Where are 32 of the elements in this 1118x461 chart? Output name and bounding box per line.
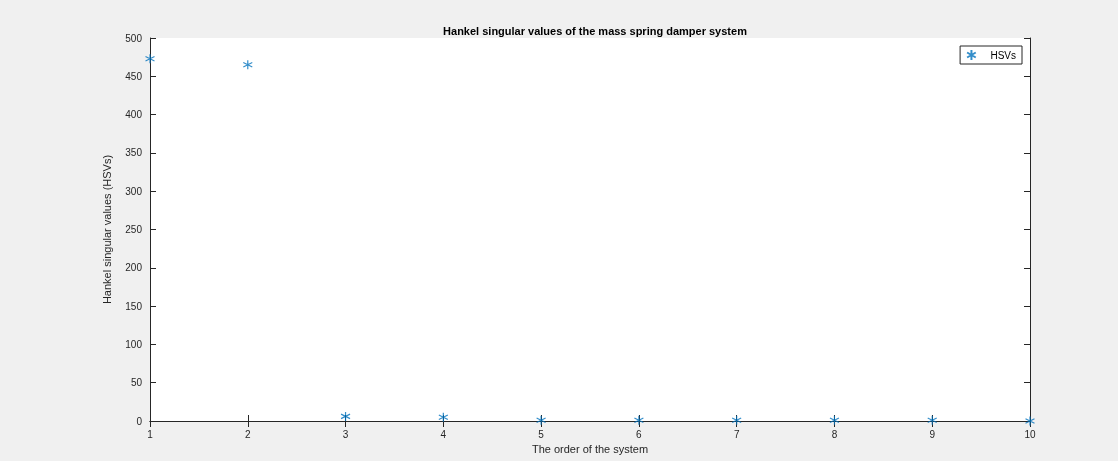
y-axis-title: Hankel singular values (HSVs) <box>100 154 113 305</box>
y-tick-label: 300 <box>125 185 143 197</box>
y-tick-label: 200 <box>125 262 143 274</box>
point <box>242 59 253 70</box>
point <box>829 415 840 426</box>
legend-label: HSVs <box>990 49 1016 61</box>
y-tick-label: 100 <box>125 338 143 350</box>
x-tick-label: 6 <box>636 428 643 440</box>
y-tick-label: 50 <box>130 377 143 389</box>
x-tick-label: 7 <box>733 428 740 440</box>
y-tick-label: 250 <box>125 224 143 235</box>
y-tick-label: 400 <box>125 109 143 121</box>
y-tick-label: 350 <box>125 147 143 159</box>
y-tick-label: 500 <box>125 32 143 44</box>
point <box>731 415 742 426</box>
y-tick-label: 450 <box>125 70 143 82</box>
point <box>536 415 547 426</box>
x-axis-title: The order of the system <box>531 443 649 456</box>
y-tick-label: 0 <box>136 415 143 427</box>
x-tick-label: 2 <box>245 428 251 440</box>
point <box>144 53 156 64</box>
x-tick-label: 9 <box>929 428 936 440</box>
point <box>927 415 938 426</box>
x-tick-label: 3 <box>342 428 349 440</box>
y-tick-label: 150 <box>125 300 143 312</box>
x-tick-label: 5 <box>538 428 545 440</box>
x-tick-label: 4 <box>440 428 447 440</box>
x-tick-label: 10 <box>1024 428 1036 440</box>
x-tick-label: 1 <box>147 428 154 440</box>
chart-title: Hankel singular values of the mass spring damper system <box>443 24 748 37</box>
point <box>633 415 644 426</box>
x-tick-label: 8 <box>831 428 838 440</box>
